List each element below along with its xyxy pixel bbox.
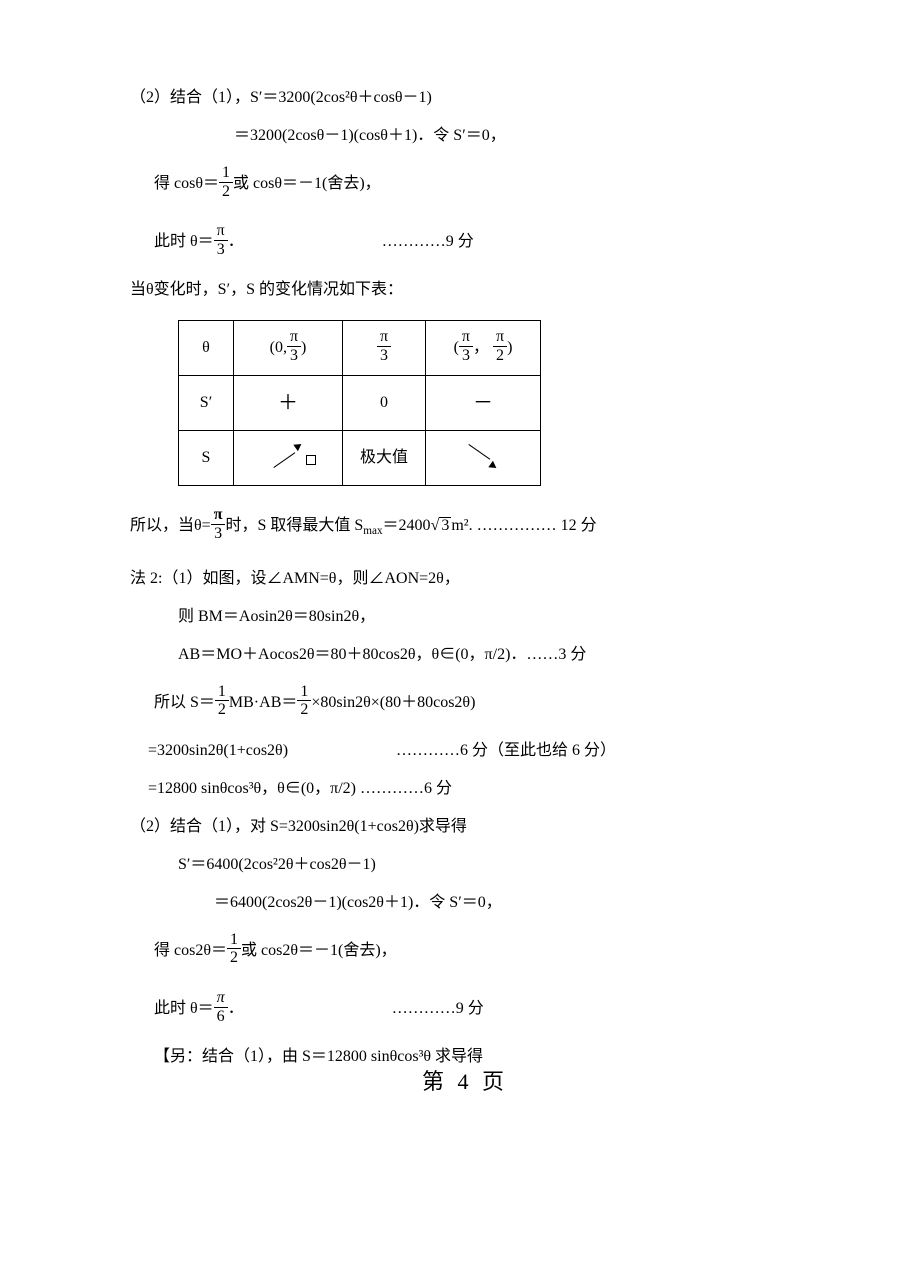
cell-sprime: S′	[179, 376, 234, 431]
line-alt: 【另：结合（1），由 S＝12800 sinθcos³θ 求导得	[130, 1049, 800, 1065]
score-6a: …………6 分（至此也给 6 分）	[396, 742, 616, 759]
cell-decreasing	[426, 431, 541, 486]
line-factor-6400: ＝6400(2cos2θ－1)(cos2θ＋1)．令 S′＝0，	[130, 895, 800, 911]
txt: =3200sin2θ(1+cos2θ)	[148, 742, 288, 759]
line-conclusion: 所以，当θ=π3时，S 取得最大值 Smax＝2400√3m². …………… 1…	[130, 508, 800, 544]
txt: 得 cos2θ＝	[154, 942, 227, 959]
line-table-intro: 当θ变化时，S′，S 的变化情况如下表：	[130, 282, 800, 298]
sqrt3: √3	[431, 517, 452, 534]
txt: 得 cosθ＝	[154, 175, 219, 192]
txt: 或 cosθ＝－1(舍去)，	[233, 175, 381, 192]
txt: MB·AB＝	[229, 693, 297, 710]
txt: 所以 S＝	[154, 693, 215, 710]
cell-max: 极大值	[343, 431, 426, 486]
line-2-intro: （2）结合（1），S′＝3200(2cos²θ＋cosθ－1)	[130, 90, 800, 106]
cell-plus: ＋	[234, 376, 343, 431]
txt: 时，S 取得最大值 S	[225, 517, 363, 534]
txt: ．	[228, 233, 244, 250]
score-9a: …………9 分	[382, 233, 474, 250]
txt: ×80sin2θ×(80＋80cos2θ)	[311, 693, 475, 710]
table-row: S 极大值	[179, 431, 541, 486]
txt: 此时 θ＝	[154, 1000, 214, 1017]
frac-pi3b: π3	[211, 506, 226, 542]
line-theta-pi3: 此时 θ＝π3． …………9 分	[130, 224, 800, 260]
frac-half: 12	[219, 164, 233, 200]
txt: m².	[451, 517, 472, 534]
cell-s: S	[179, 431, 234, 486]
line-s-formula: 所以 S＝12MB·AB＝12×80sin2θ×(80＋80cos2θ)	[130, 685, 800, 721]
arrow-up-icon	[268, 444, 308, 468]
line-factor: ＝3200(2cosθ－1)(cosθ＋1)．令 S′＝0，	[130, 128, 800, 144]
cell-increasing	[234, 431, 343, 486]
txt: 此时 θ＝	[154, 233, 214, 250]
page-number: 第 4 页	[130, 1071, 800, 1093]
line-method2: 法 2:（1）如图，设∠AMN=θ，则∠AON=2θ，	[130, 571, 800, 587]
score-9b: …………9 分	[392, 1000, 484, 1017]
txt: =12800 sinθcos³θ，θ∈(0，π/2) …………6 分	[148, 780, 452, 797]
cell-minus: －	[426, 376, 541, 431]
line-12800: =12800 sinθcos³θ，θ∈(0，π/2) …………6 分	[130, 781, 800, 797]
line-part2-m2: （2）结合（1），对 S=3200sin2θ(1+cos2θ)求导得	[130, 819, 800, 835]
line-solve-cos: 得 cosθ＝12或 cosθ＝－1(舍去)，	[130, 166, 800, 202]
txt: 或 cos2θ＝－1(舍去)，	[241, 942, 397, 959]
table-row: θ (0,π3) π3 (π3， π2)	[179, 321, 541, 376]
score-12: …………… 12 分	[477, 517, 597, 534]
txt: ．	[228, 1000, 244, 1017]
cell-interval1: (0,π3)	[234, 321, 343, 376]
line-theta-pi6: 此时 θ＝π6． …………9 分	[130, 991, 800, 1027]
line-3200sin: =3200sin2θ(1+cos2θ) …………6 分（至此也给 6 分）	[130, 743, 800, 759]
line-bm: 则 BM＝Aosin2θ＝80sin2θ，	[130, 609, 800, 625]
cell-zero: 0	[343, 376, 426, 431]
line-sprime-6400: S′＝6400(2cos²2θ＋cos2θ－1)	[130, 857, 800, 873]
frac-pi3: π3	[214, 222, 228, 258]
derivative-table: θ (0,π3) π3 (π3， π2) S′ ＋ 0 － S 极大值	[178, 320, 541, 486]
line-ab: AB＝MO＋Aocos2θ＝80＋80cos2θ，θ∈(0，π/2)．……3 分	[130, 647, 800, 663]
cell-interval2: (π3， π2)	[426, 321, 541, 376]
line-cos2theta: 得 cos2θ＝12或 cos2θ＝－1(舍去)，	[130, 933, 800, 969]
txt: 所以，当θ=	[130, 517, 211, 534]
page-content: （2）结合（1），S′＝3200(2cos²θ＋cosθ－1) ＝3200(2c…	[0, 0, 920, 1123]
arrow-down-icon	[463, 444, 503, 468]
table-row: S′ ＋ 0 －	[179, 376, 541, 431]
cell-pi3: π3	[343, 321, 426, 376]
cell-theta: θ	[179, 321, 234, 376]
frac-pi6: π6	[214, 989, 228, 1025]
